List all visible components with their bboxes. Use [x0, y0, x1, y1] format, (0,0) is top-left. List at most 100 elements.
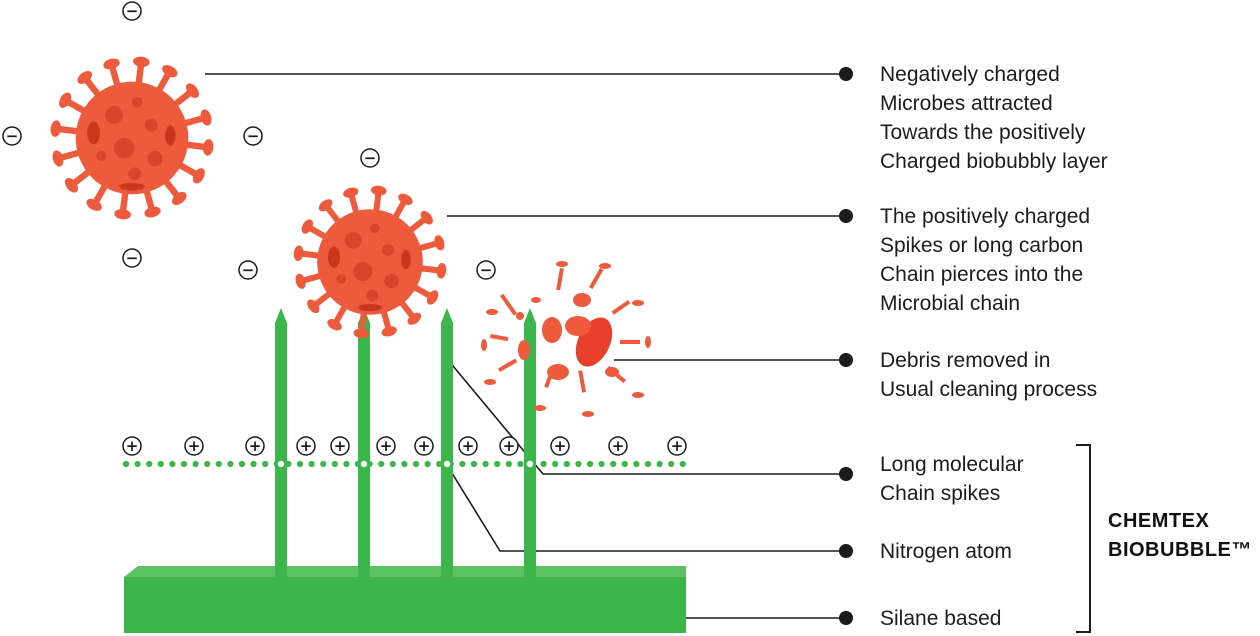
bullet-dot [839, 67, 853, 81]
positive-charges: + + + + + + + + + + + + [122, 436, 687, 456]
layer-dot [424, 460, 431, 468]
positive-charge-symbol: + [249, 437, 262, 455]
layer-dot [354, 460, 362, 468]
layer-dot [192, 460, 199, 468]
molecular-spikes [275, 308, 536, 577]
negative-charge-symbol: − [126, 2, 139, 20]
nitrogen-atom [526, 460, 534, 468]
label-line: Charged biobubbly layer [880, 150, 1108, 173]
layer-dot [598, 460, 605, 468]
label-line: Towards the positively [880, 121, 1086, 144]
negative-charge: − [122, 248, 142, 268]
label-line: Nitrogen atom [880, 540, 1012, 563]
label-line: Debris removed in [880, 349, 1051, 372]
bullet-dot [839, 209, 853, 223]
layer-dot [134, 460, 141, 468]
layer-dot [575, 460, 582, 468]
negative-charge-symbol: − [480, 261, 493, 279]
negative-charge: − [476, 260, 496, 280]
positive-charge: + [458, 436, 478, 456]
layer-dot [459, 460, 466, 468]
layer-dot [180, 460, 188, 468]
layer-dot [227, 460, 234, 468]
label-line: Negatively charged [880, 63, 1060, 86]
spike [524, 308, 536, 577]
layer-dot [296, 460, 304, 468]
layer-dot [308, 460, 315, 468]
negative-charge-symbol: − [247, 127, 260, 145]
layer-dot [378, 460, 385, 468]
layer-dot [401, 460, 408, 468]
negative-charge-symbol: − [126, 249, 139, 267]
spike [441, 308, 453, 577]
bullet-dot [839, 544, 853, 558]
layer-dot [389, 460, 396, 468]
layer-dot [320, 460, 327, 468]
layer-dot [285, 460, 292, 468]
layer-dot [505, 460, 512, 468]
leader-line-nitrogen [446, 464, 846, 552]
positive-charge-symbol: + [334, 437, 347, 455]
bullet-dot [839, 353, 853, 367]
layer-dot [656, 460, 663, 468]
leader-lines [205, 73, 846, 619]
layer-dot [494, 460, 501, 468]
layer-dot [540, 460, 547, 468]
layer-dot [668, 460, 675, 468]
leader-line-long-chain [447, 359, 846, 475]
label-nitrogen: Nitrogen atom [880, 537, 1012, 566]
microbe-attracted [49, 55, 215, 221]
layer-dot [146, 460, 153, 468]
dotted-charged-layer [122, 460, 686, 468]
layer-dot [610, 460, 617, 468]
label-line: The positively charged [880, 205, 1091, 228]
label-line: Chain spikes [880, 482, 1001, 505]
label-silane: Silane based [880, 604, 1001, 633]
layer-dot [204, 460, 211, 468]
negative-charge: − [2, 126, 22, 146]
brand-line: CHEMTEX [1108, 510, 1210, 532]
positive-charge: + [376, 436, 396, 456]
positive-charge-symbol: + [554, 437, 567, 455]
negative-charge: − [122, 1, 142, 21]
layer-dot [262, 460, 269, 468]
layer-dot [238, 460, 246, 468]
label-line: Spikes or long carbon [880, 234, 1084, 257]
positive-charge-symbol: + [462, 437, 475, 455]
microbe-debris [481, 261, 651, 417]
layer-dot [517, 460, 524, 468]
label-line: Silane based [880, 607, 1002, 630]
layer-dot [122, 460, 130, 468]
positive-charge: + [330, 436, 350, 456]
layer-dot [633, 460, 640, 468]
label-line: Microbial chain [880, 292, 1021, 315]
spike [358, 308, 370, 577]
label-line: Long molecular [880, 453, 1024, 476]
negative-charge-symbol: − [6, 127, 19, 145]
label-negatively-charged: Negatively charged Microbes attracted To… [880, 60, 1108, 176]
label-line: Usual cleaning process [880, 378, 1098, 401]
layer-dot [552, 460, 559, 468]
label-long-chain: Long molecular Chain spikes [880, 450, 1024, 508]
label-line: Chain pierces into the [880, 263, 1084, 286]
label-positive-spikes: The positively charged Spikes or long ca… [880, 202, 1090, 318]
positive-charge-symbol: + [503, 437, 516, 455]
positive-charge-symbol: + [612, 437, 625, 455]
label-debris: Debris removed in Usual cleaning process [880, 346, 1097, 404]
layer-dot [215, 460, 222, 468]
positive-charge: + [550, 436, 570, 456]
nitrogen-atom [360, 460, 368, 468]
layer-dot [644, 460, 652, 468]
layer-dot [436, 460, 443, 468]
nitrogen-atoms [277, 460, 534, 468]
positive-charge: + [122, 436, 142, 456]
layer-dot [366, 460, 373, 468]
positive-charge: + [414, 436, 434, 456]
negative-charge-symbol: − [364, 149, 377, 167]
nitrogen-atom [443, 460, 451, 468]
layer-dot [482, 460, 489, 468]
positive-charge: + [245, 436, 265, 456]
positive-charge-symbol: + [380, 437, 393, 455]
layer-dot [586, 460, 594, 468]
